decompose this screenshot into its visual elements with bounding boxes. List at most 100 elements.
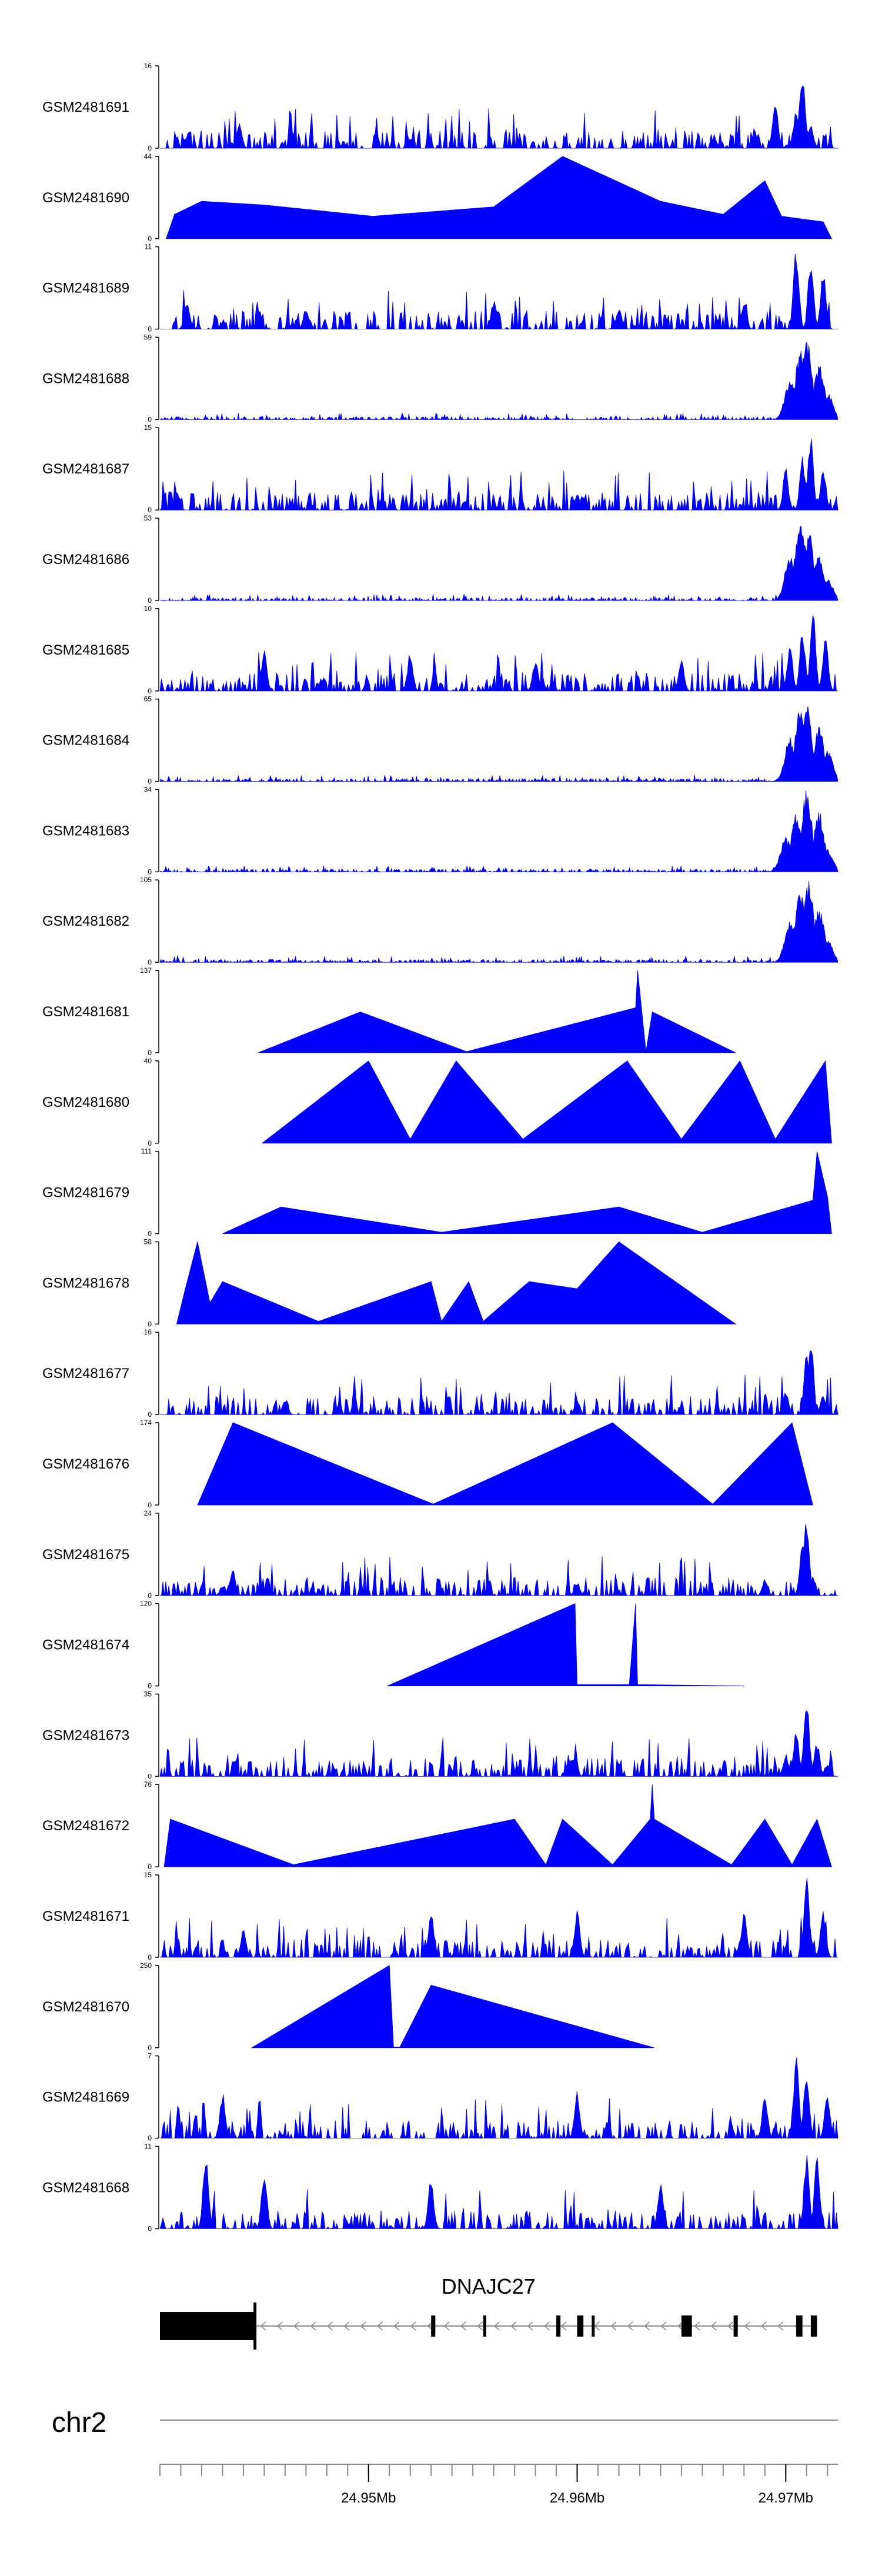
y-tick-label-zero: 0: [148, 2134, 152, 2143]
track-GSM2481672: GSM2481672 76 0: [42, 1780, 832, 1871]
signal-area: [159, 881, 838, 963]
y-tick-label-zero: 0: [148, 1591, 152, 1600]
y-tick-label-max: 250: [140, 1961, 152, 1970]
signal-area: [222, 1151, 832, 1234]
track-GSM2481676: GSM2481676 174 0: [42, 1419, 813, 1509]
y-tick-label-max: 15: [144, 423, 152, 432]
track-label: GSM2481668: [42, 2180, 129, 2195]
y-tick-label-zero: 0: [148, 415, 152, 423]
track-GSM2481682: GSM2481682 105 0: [42, 876, 838, 966]
coordinate-tick-label: 24.97Mb: [759, 2490, 813, 2506]
signal-area: [160, 1350, 838, 1416]
track-label: GSM2481670: [42, 1999, 129, 2015]
y-tick-label-max: 7: [148, 2052, 152, 2060]
y-tick-label-max: 11: [145, 2142, 152, 2150]
track-label: GSM2481677: [42, 1366, 129, 1382]
strand-arrow: [610, 2321, 617, 2331]
y-tick-label-zero: 0: [148, 235, 152, 243]
y-tick-label-zero: 0: [148, 1320, 152, 1328]
signal-area: [387, 1603, 744, 1686]
y-tick-label-zero: 0: [148, 1139, 152, 1147]
signal-area: [159, 1710, 838, 1777]
strand-arrow: [393, 2321, 400, 2331]
gene-exon: [483, 2315, 486, 2337]
track-GSM2481671: GSM2481671 15 0: [42, 1871, 838, 1961]
y-tick-label-zero: 0: [148, 687, 152, 695]
signal-tracks: GSM2481691160GSM2481690440GSM2481689110G…: [42, 62, 838, 2233]
signal-area: [160, 1877, 838, 1958]
y-tick-label-zero: 0: [148, 1682, 152, 1690]
signal-area: [160, 2057, 838, 2140]
track-label: GSM2481674: [42, 1637, 129, 1653]
y-tick-label-max: 16: [144, 62, 152, 70]
strand-arrow: [327, 2321, 333, 2331]
track-label: GSM2481691: [42, 99, 129, 115]
gene-exon: [431, 2315, 436, 2337]
y-tick-label-max: 111: [141, 1147, 152, 1156]
track-GSM2481673: GSM2481673 35 0: [42, 1690, 838, 1780]
y-tick-label-max: 16: [144, 1328, 152, 1336]
track-label: GSM2481682: [42, 913, 129, 929]
signal-area: [159, 615, 838, 692]
y-tick-label-zero: 0: [148, 1049, 152, 1057]
gene-exon: [160, 2312, 254, 2340]
gene-exon: [556, 2315, 561, 2337]
y-tick-label-max: 59: [144, 333, 152, 341]
strand-arrow: [494, 2321, 500, 2331]
track-label: GSM2481669: [42, 2090, 129, 2105]
signal-area: [160, 85, 838, 149]
track-label: GSM2481676: [42, 1456, 129, 1472]
y-tick-label-zero: 0: [148, 325, 152, 333]
strand-arrow: [477, 2321, 483, 2331]
signal-area: [176, 1241, 737, 1324]
track-GSM2481669: GSM2481669 7 0: [42, 2052, 838, 2143]
track-label: GSM2481671: [42, 1908, 129, 1924]
y-tick-label-max: 10: [144, 605, 152, 613]
y-tick-label-max: 174: [140, 1419, 152, 1427]
y-tick-label-max: 76: [144, 1780, 152, 1788]
strand-arrow: [727, 2321, 734, 2331]
strand-arrow: [560, 2321, 567, 2331]
strand-arrow: [410, 2321, 416, 2331]
strand-arrow: [761, 2321, 767, 2331]
y-tick-label-max: 65: [144, 695, 152, 703]
gene-exon: [592, 2315, 595, 2337]
track-GSM2481687: GSM2481687 15 0: [42, 423, 838, 514]
y-tick-label-max: 58: [144, 1237, 152, 1246]
track-label: GSM2481683: [42, 823, 129, 839]
strand-arrow: [277, 2321, 283, 2331]
strand-arrow: [343, 2321, 350, 2331]
track-label: GSM2481679: [42, 1185, 129, 1201]
y-tick-label-zero: 0: [148, 1772, 152, 1780]
y-tick-label-zero: 0: [148, 506, 152, 514]
signal-area: [160, 526, 838, 602]
track-GSM2481670: GSM2481670 250 0: [42, 1961, 654, 2052]
signal-area: [261, 1060, 832, 1144]
track-GSM2481680: GSM2481680 40 0: [42, 1057, 832, 1147]
strand-arrow: [627, 2321, 633, 2331]
y-tick-label-zero: 0: [148, 596, 152, 605]
strand-arrow: [293, 2321, 300, 2331]
y-tick-label-max: 53: [144, 514, 152, 522]
strand-arrow: [660, 2321, 667, 2331]
track-label: GSM2481684: [42, 733, 129, 749]
gene-exon: [577, 2315, 584, 2337]
signal-area: [159, 2155, 838, 2230]
y-tick-label-max: 40: [144, 1057, 152, 1065]
y-tick-label-zero: 0: [148, 144, 152, 152]
gene-model: DNAJC27: [160, 2274, 817, 2350]
strand-arrow: [443, 2321, 450, 2331]
strand-arrow: [260, 2321, 266, 2331]
strand-arrow: [777, 2321, 784, 2331]
y-tick-label-zero: 0: [148, 1863, 152, 1871]
strand-arrow: [544, 2321, 550, 2331]
track-label: GSM2481681: [42, 1004, 129, 1020]
signal-area: [163, 1784, 832, 1867]
track-label: GSM2481685: [42, 642, 129, 658]
strand-arrow: [527, 2321, 533, 2331]
track-GSM2481685: GSM2481685 10 0: [42, 605, 838, 695]
strand-arrow: [360, 2321, 366, 2331]
signal-area: [197, 1422, 813, 1506]
track-label: GSM2481687: [42, 461, 129, 477]
